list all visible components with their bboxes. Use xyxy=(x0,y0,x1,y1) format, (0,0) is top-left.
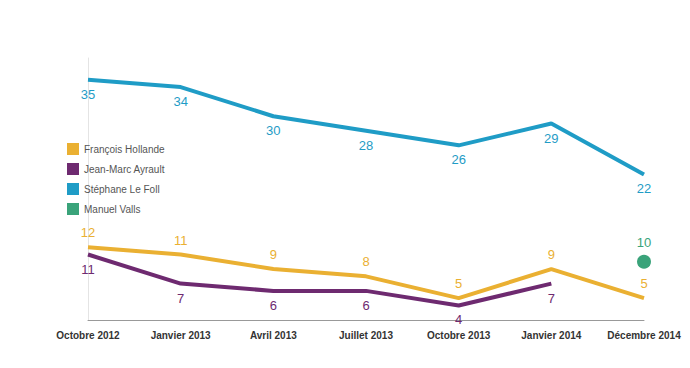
svg-text:35: 35 xyxy=(81,87,95,102)
svg-text:Octobre 2012: Octobre 2012 xyxy=(56,330,120,341)
svg-text:Janvier 2014: Janvier 2014 xyxy=(521,330,581,341)
svg-text:4: 4 xyxy=(455,312,462,327)
svg-text:Avril 2013: Avril 2013 xyxy=(250,330,297,341)
svg-text:6: 6 xyxy=(362,298,369,313)
svg-text:29: 29 xyxy=(544,131,558,146)
svg-text:30: 30 xyxy=(266,123,280,138)
svg-text:5: 5 xyxy=(640,276,647,291)
svg-text:Octobre 2013: Octobre 2013 xyxy=(427,330,491,341)
svg-text:Décembre 2014: Décembre 2014 xyxy=(607,330,681,341)
svg-text:28: 28 xyxy=(359,138,373,153)
svg-text:11: 11 xyxy=(81,262,95,277)
svg-text:34: 34 xyxy=(173,94,187,109)
svg-text:26: 26 xyxy=(451,152,465,167)
svg-text:10: 10 xyxy=(637,235,651,250)
svg-text:9: 9 xyxy=(270,247,277,262)
svg-text:Juillet 2013: Juillet 2013 xyxy=(339,330,393,341)
svg-text:9: 9 xyxy=(548,247,555,262)
svg-text:François Hollande: François Hollande xyxy=(84,144,165,155)
svg-text:12: 12 xyxy=(81,225,95,240)
svg-text:5: 5 xyxy=(455,276,462,291)
svg-text:6: 6 xyxy=(270,298,277,313)
svg-text:Manuel Valls: Manuel Valls xyxy=(84,204,141,215)
svg-text:11: 11 xyxy=(174,233,188,248)
svg-text:8: 8 xyxy=(362,254,369,269)
svg-text:Jean-Marc Ayrault: Jean-Marc Ayrault xyxy=(84,164,165,175)
svg-text:Stéphane Le Foll: Stéphane Le Foll xyxy=(84,184,160,195)
svg-text:22: 22 xyxy=(637,181,651,196)
svg-text:7: 7 xyxy=(177,291,184,306)
svg-text:7: 7 xyxy=(548,291,555,306)
svg-text:Janvier 2013: Janvier 2013 xyxy=(151,330,211,341)
